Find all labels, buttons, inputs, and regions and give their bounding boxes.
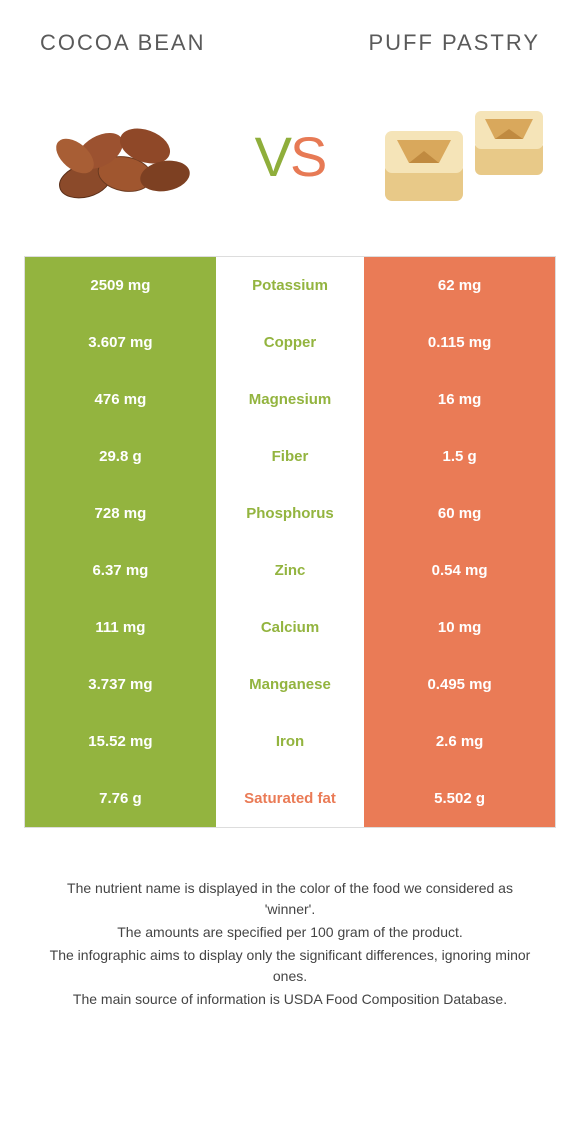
nutrient-label: Copper	[216, 314, 364, 371]
title-right: Puff pastry	[368, 30, 540, 56]
header: Cocoa bean Puff pastry	[20, 30, 560, 66]
title-left: Cocoa bean	[40, 30, 205, 56]
footnote-line: The main source of information is USDA F…	[40, 989, 540, 1010]
value-left: 29.8 g	[25, 428, 216, 485]
table-row: 6.37 mgZinc0.54 mg	[25, 542, 555, 599]
value-right: 60 mg	[364, 485, 555, 542]
table-row: 15.52 mgIron2.6 mg	[25, 713, 555, 770]
value-left: 7.76 g	[25, 770, 216, 827]
value-right: 0.115 mg	[364, 314, 555, 371]
footnote-line: The nutrient name is displayed in the co…	[40, 878, 540, 920]
value-left: 2509 mg	[25, 257, 216, 314]
value-right: 62 mg	[364, 257, 555, 314]
footnote-line: The amounts are specified per 100 gram o…	[40, 922, 540, 943]
nutrient-label: Magnesium	[216, 371, 364, 428]
puff-pastry-image	[370, 86, 550, 226]
vs-v: V	[255, 125, 290, 188]
images-row: VS	[20, 66, 560, 256]
nutrient-label: Saturated fat	[216, 770, 364, 827]
table-row: 3.607 mgCopper0.115 mg	[25, 314, 555, 371]
value-right: 1.5 g	[364, 428, 555, 485]
value-left: 15.52 mg	[25, 713, 216, 770]
nutrient-label: Fiber	[216, 428, 364, 485]
nutrient-label: Zinc	[216, 542, 364, 599]
vs-label: VS	[255, 124, 326, 189]
nutrient-label: Potassium	[216, 257, 364, 314]
table-row: 7.76 gSaturated fat5.502 g	[25, 770, 555, 827]
table-row: 728 mgPhosphorus60 mg	[25, 485, 555, 542]
nutrient-label: Manganese	[216, 656, 364, 713]
value-right: 0.495 mg	[364, 656, 555, 713]
table-row: 2509 mgPotassium62 mg	[25, 257, 555, 314]
nutrient-label: Iron	[216, 713, 364, 770]
value-right: 16 mg	[364, 371, 555, 428]
table-row: 476 mgMagnesium16 mg	[25, 371, 555, 428]
value-right: 5.502 g	[364, 770, 555, 827]
nutrient-table: 2509 mgPotassium62 mg3.607 mgCopper0.115…	[24, 256, 556, 828]
nutrient-label: Calcium	[216, 599, 364, 656]
table-row: 29.8 gFiber1.5 g	[25, 428, 555, 485]
value-right: 2.6 mg	[364, 713, 555, 770]
value-right: 10 mg	[364, 599, 555, 656]
footnotes: The nutrient name is displayed in the co…	[20, 828, 560, 1010]
value-left: 728 mg	[25, 485, 216, 542]
value-right: 0.54 mg	[364, 542, 555, 599]
table-row: 3.737 mgManganese0.495 mg	[25, 656, 555, 713]
cocoa-bean-image	[30, 86, 210, 226]
footnote-line: The infographic aims to display only the…	[40, 945, 540, 987]
vs-s: S	[290, 125, 325, 188]
value-left: 3.737 mg	[25, 656, 216, 713]
value-left: 3.607 mg	[25, 314, 216, 371]
value-left: 6.37 mg	[25, 542, 216, 599]
nutrient-label: Phosphorus	[216, 485, 364, 542]
table-row: 111 mgCalcium10 mg	[25, 599, 555, 656]
value-left: 111 mg	[25, 599, 216, 656]
value-left: 476 mg	[25, 371, 216, 428]
